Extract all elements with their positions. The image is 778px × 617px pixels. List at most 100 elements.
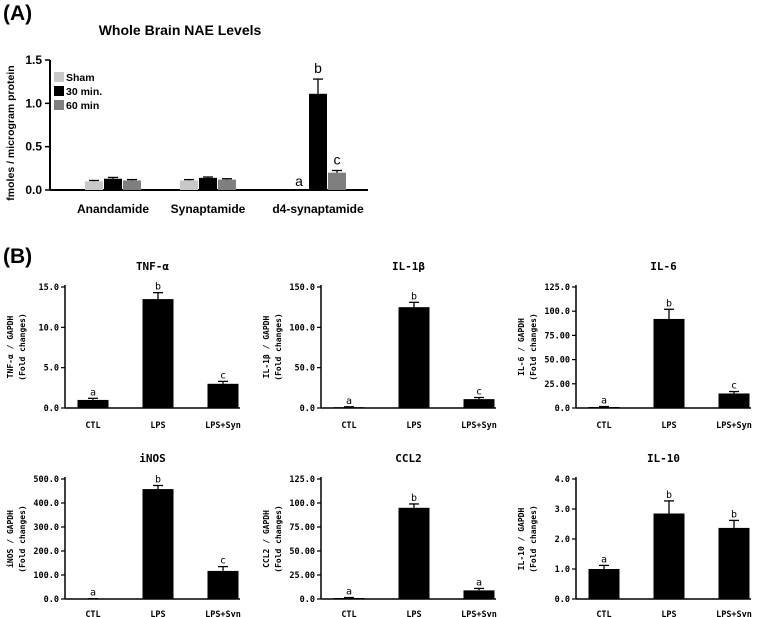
y-tick-label: 100.0 [289, 323, 315, 333]
y-axis-label: IL-1β / GAPDH [262, 316, 271, 379]
significance-label: a [601, 396, 607, 407]
panel-label-b: (B) [3, 245, 32, 268]
significance-label: b [411, 291, 417, 302]
y-axis-label: IL-10 / GAPDH [517, 508, 526, 571]
y-tick-label: 0.0 [555, 404, 570, 414]
chart-title: IL-1β [392, 260, 425, 273]
y-tick-label: 125.0 [289, 475, 315, 485]
x-tick-label: LPS [406, 610, 421, 617]
x-tick-label: CTL [596, 421, 611, 431]
y-axis-label: IL-6 / GAPDH [517, 318, 526, 376]
y-tick-label: 100.0 [289, 499, 315, 509]
y-tick-label: 50.0 [295, 364, 315, 374]
bar [718, 393, 750, 408]
y-tick-label: 10.0 [39, 323, 59, 333]
significance-label: b [155, 474, 161, 485]
chart-a-y-tick-label: 0.5 [25, 140, 42, 154]
significance-label: b [731, 509, 737, 520]
y-axis-label: iNOS / GAPDH [5, 510, 15, 568]
y-tick-label: 75.00 [289, 523, 315, 533]
chart-b-3: IL-6 0.0 25.00 50.00 75.00 100.0 125.0 IL-6 / G… [517, 260, 752, 431]
bar [398, 507, 430, 599]
chart-a-x-tick-label: Anandamide [77, 202, 149, 216]
y-axis-label-units: (Fold changes) [18, 313, 27, 380]
bar [333, 598, 365, 599]
bar [333, 407, 365, 408]
significance-label: b [666, 298, 672, 309]
bar [77, 399, 109, 408]
x-tick-label: LPS+Syn [716, 421, 752, 431]
y-tick-label: 0.0 [300, 404, 315, 414]
y-tick-label: 125.0 [544, 283, 570, 293]
x-tick-label: LPS+Syn [461, 610, 497, 617]
x-tick-label: LPS+Syn [205, 610, 241, 617]
y-tick-label: 50.00 [289, 547, 315, 557]
x-tick-label: LPS [661, 610, 676, 617]
y-axis-label: CCL2 / GAPDH [262, 510, 271, 568]
chart-a-legend-swatch [54, 86, 64, 96]
y-tick-label: 400.0 [33, 499, 59, 509]
significance-label: b [155, 282, 161, 293]
chart-a-y-tick-label: 1.0 [25, 96, 42, 110]
chart-a-significance-label: b [314, 60, 322, 76]
chart-b-5: CCL2 0.0 25.00 50.00 75.00 100.0 125.0 CCL2 / G… [262, 452, 497, 617]
chart-a-title: Whole Brain NAE Levels [99, 22, 262, 38]
chart-title: IL-10 [647, 452, 680, 465]
y-tick-label: 0.0 [555, 595, 570, 605]
y-axis-label: TNF-α / GAPDH [6, 316, 15, 379]
bar [207, 383, 239, 408]
y-tick-label: 3.0 [555, 505, 570, 515]
y-tick-label: 4.0 [555, 475, 570, 485]
chart-a-legend-label: 60 min [66, 100, 99, 112]
y-axis-label-units: (Fold changes) [529, 505, 538, 572]
chart-a-bar [218, 179, 236, 190]
significance-label: a [90, 588, 96, 599]
significance-label: b [666, 490, 672, 501]
chart-a-significance-label: a [295, 173, 303, 189]
chart-b-6: IL-10 0.0 1.0 2.0 3.0 4.0 IL-10 / GAPDH (Fold c… [517, 452, 752, 617]
y-tick-label: 75.00 [544, 331, 570, 341]
bar [398, 307, 430, 408]
chart-a-legend-swatch [54, 100, 64, 110]
y-tick-label: 0.0 [44, 595, 59, 605]
y-tick-label: 25.00 [289, 571, 315, 581]
chart-b-4: iNOS 0.0 100.0 200.0 300.0 400.0 500.0 iNOS / G… [5, 452, 241, 617]
y-tick-label: 200.0 [33, 547, 59, 557]
significance-label: c [476, 387, 482, 398]
bar [463, 399, 495, 408]
chart-a-y-axis-label: fmoles / microgram protein [5, 65, 17, 200]
chart-a-bar [104, 178, 122, 190]
chart-a-y-tick-label: 1.5 [25, 53, 42, 67]
y-axis-label-units: (Fold changes) [274, 313, 283, 380]
bar [588, 569, 620, 599]
x-tick-label: LPS [150, 610, 165, 617]
chart-a-legend-swatch [54, 72, 64, 82]
bar [463, 590, 495, 599]
y-tick-label: 500.0 [33, 475, 59, 485]
significance-label: c [220, 556, 226, 567]
chart-title: iNOS [139, 452, 166, 465]
chart-a-legend-label: Sham [66, 72, 95, 84]
chart-a-bar [180, 180, 198, 190]
chart-b-1: TNF-α 0.0 5.0 10.0 15.0 TNF-α / GAPDH (Fold ch… [6, 260, 241, 431]
x-tick-label: LPS+Syn [461, 421, 497, 431]
x-tick-label: CTL [341, 610, 356, 617]
significance-label: c [220, 370, 226, 381]
chart-title: TNF-α [136, 260, 169, 273]
y-axis-label-units: (Fold changes) [529, 313, 538, 380]
x-tick-label: CTL [85, 421, 100, 431]
chart-a-bar [85, 181, 103, 190]
chart-title: IL-6 [650, 260, 677, 273]
chart-a-x-tick-label: Synaptamide [171, 202, 246, 216]
chart-a-bar [309, 93, 327, 190]
bar [653, 318, 685, 408]
y-tick-label: 100.0 [33, 571, 59, 581]
y-tick-label: 15.0 [39, 283, 59, 293]
chart-a-y-tick-label: 0.0 [25, 183, 42, 197]
x-tick-label: CTL [341, 421, 356, 431]
chart-a-whole-brain-nae: Whole Brain NAE Levels 0.0 0.5 1.0 1.5 fmoles… [5, 22, 368, 216]
y-axis-label-units: (Fold changes) [18, 505, 27, 572]
bar [142, 489, 174, 599]
